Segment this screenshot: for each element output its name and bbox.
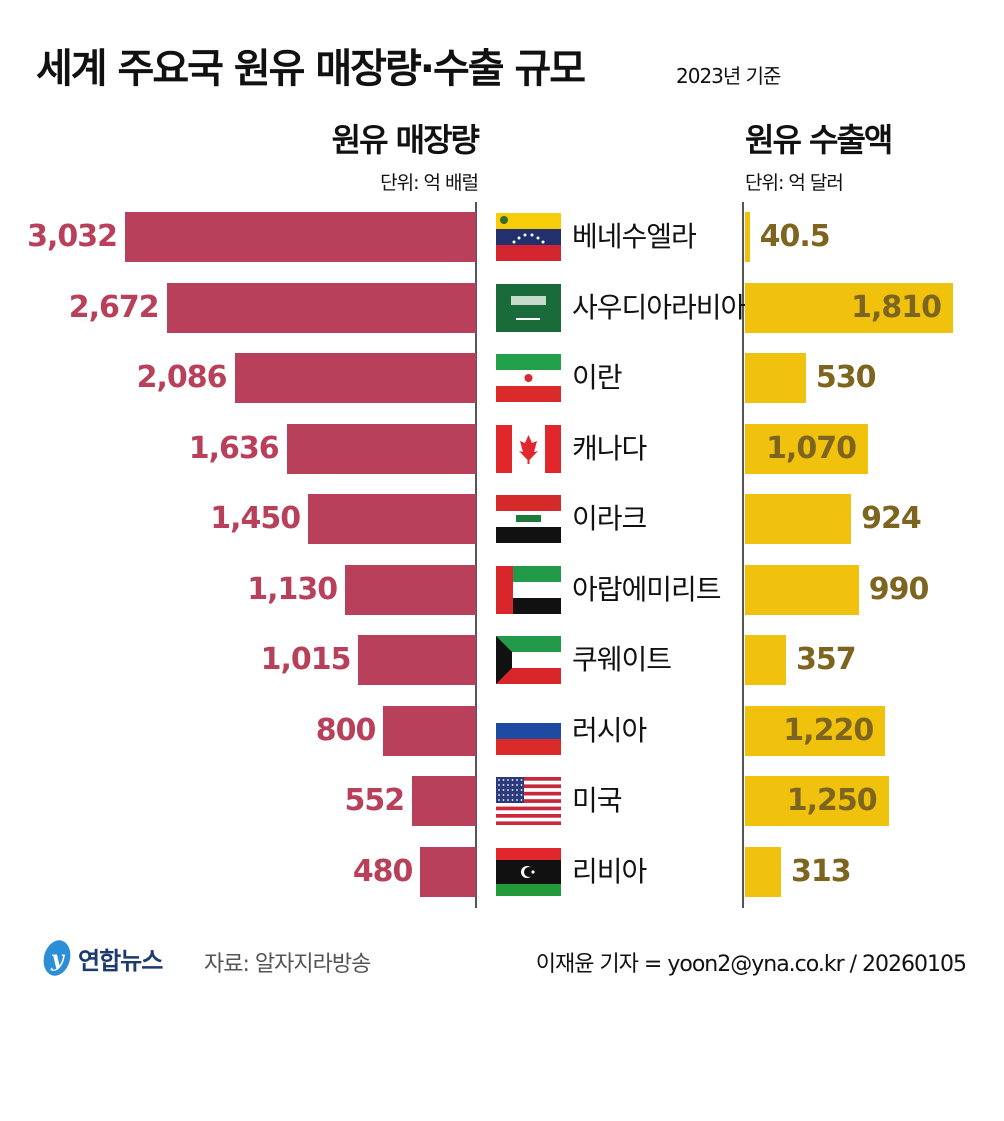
exports-value-label: 40.5 <box>759 219 831 254</box>
exports-bar <box>745 494 852 544</box>
iraq-flag-icon <box>496 495 561 543</box>
reserves-bar <box>166 282 476 333</box>
reserves-bar <box>308 494 476 544</box>
reserves-bar <box>358 635 476 685</box>
reserves-bar <box>345 564 476 615</box>
reserves-value-label: 480 <box>352 853 414 889</box>
country-name: 이란 <box>572 361 623 394</box>
reserves-bar <box>286 423 476 474</box>
country-name: 사우디아라비아 <box>572 290 746 324</box>
exports-bar <box>745 212 750 262</box>
credit: 이재윤 기자 = yoon2@yna.co.kr / 20260105 <box>535 952 967 977</box>
reserves-value-label: 2,086 <box>136 360 228 395</box>
reserves-bar <box>125 212 476 262</box>
venezuela-flag-icon <box>496 213 561 261</box>
country-name: 캐나다 <box>572 431 647 465</box>
reserves-bar <box>412 776 476 826</box>
reserves-value-label: 2,672 <box>68 289 160 325</box>
libya-flag-icon <box>496 847 561 896</box>
reserves-value-label: 1,015 <box>260 642 352 677</box>
exports-value-label: 357 <box>796 642 857 677</box>
logo-text: 연합뉴스 <box>78 946 163 975</box>
exports-bar <box>745 423 868 474</box>
page-title: 세계 주요국 원유 매장량·수출 규모 <box>36 46 586 92</box>
reserves-unit: 단위: 억 배럴 <box>380 172 479 194</box>
exports-title: 원유 수출액 <box>745 121 893 159</box>
yonhap-logo-icon: y <box>43 940 71 976</box>
reserves-value-label: 800 <box>315 712 377 748</box>
reserves-value-label: 1,636 <box>188 430 280 466</box>
exports-bar <box>745 776 889 826</box>
exports-bar <box>745 282 953 333</box>
reserves-title: 원유 매장량 <box>331 121 480 159</box>
usa-flag-icon <box>496 777 561 825</box>
country-name: 베네수엘라 <box>572 220 697 253</box>
reserves-value-label: 1,450 <box>210 501 301 536</box>
source: 자료: 알자지라방송 <box>204 952 371 977</box>
iran-flag-icon <box>496 354 561 402</box>
reserves-value-label: 552 <box>344 783 405 818</box>
exports-value-label: 924 <box>861 501 922 536</box>
exports-value-label: 1,070 <box>766 430 857 466</box>
svg-text:y: y <box>50 946 66 972</box>
exports-bar <box>745 705 886 756</box>
exports-axis <box>742 202 744 908</box>
exports-value-label: 530 <box>815 360 877 395</box>
country-name: 러시아 <box>572 713 647 747</box>
country-name: 미국 <box>572 784 623 817</box>
canada-flag-icon <box>496 424 561 473</box>
basis-year: 2023년 기준 <box>676 64 781 88</box>
country-name: 이라크 <box>572 502 647 535</box>
reserves-value-label: 3,032 <box>27 219 118 254</box>
country-name: 쿠웨이트 <box>572 643 672 676</box>
uae-flag-icon <box>496 565 561 614</box>
saudi-arabia-flag-icon <box>496 283 561 332</box>
exports-value-label: 1,810 <box>851 289 942 325</box>
yonhap-logo: y 연합뉴스 <box>40 938 163 978</box>
exports-bar <box>745 846 781 897</box>
exports-value-label: 990 <box>868 571 930 607</box>
country-name: 아랍에미리트 <box>572 572 722 606</box>
exports-value-label: 1,220 <box>783 712 874 748</box>
reserves-value-label: 1,130 <box>247 571 338 607</box>
exports-bar <box>745 564 859 615</box>
exports-bar <box>745 635 787 685</box>
russia-flag-icon <box>496 706 561 755</box>
exports-value-label: 1,250 <box>786 783 878 818</box>
reserves-axis <box>475 202 477 908</box>
exports-bar <box>745 353 806 403</box>
country-name: 리비아 <box>572 854 647 888</box>
exports-unit: 단위: 억 달러 <box>745 172 844 194</box>
reserves-bar <box>234 353 476 403</box>
reserves-bar <box>383 705 476 756</box>
reserves-bar <box>420 846 476 897</box>
exports-value-label: 313 <box>790 853 852 889</box>
kuwait-flag-icon <box>496 636 561 684</box>
